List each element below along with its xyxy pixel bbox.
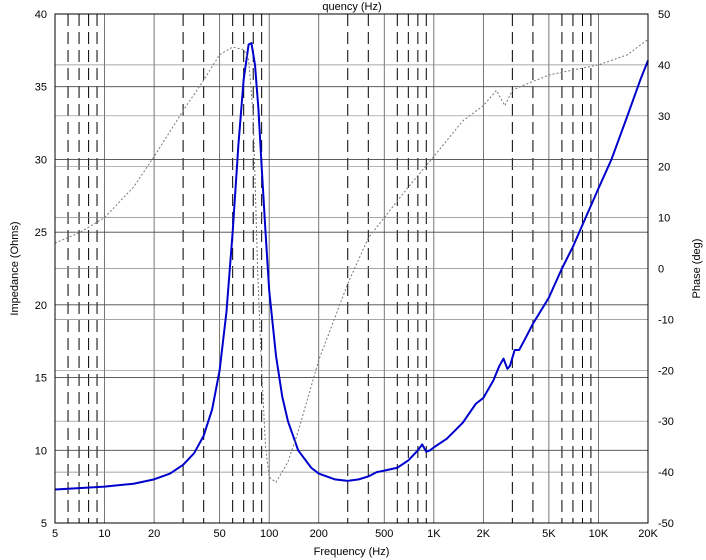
y2-tick-label: -10: [658, 314, 674, 326]
y2-tick-labels: -50 -40 -30 -20 -10 0 10 20 30 40 50: [658, 9, 674, 530]
y-axis-label: Impedance (Ohms): [9, 221, 21, 315]
y-tick-label: 5: [41, 518, 47, 530]
x-tick-label: 2K: [477, 528, 491, 540]
y-tick-labels: 5 10 15 20 25 30 35 40: [35, 9, 47, 530]
y-tick-label: 30: [35, 154, 47, 166]
y2-tick-label: 20: [658, 162, 670, 174]
plot-border: [54, 13, 649, 524]
y2-axis-label: Phase (deg): [691, 239, 703, 299]
y2-tick-label: 0: [658, 264, 664, 276]
y-tick-label: 40: [35, 9, 47, 21]
chart-title-fragment: quency (Hz): [322, 1, 381, 13]
y2-tick-label: -50: [658, 518, 674, 530]
x-tick-label: 50: [214, 528, 226, 540]
x-tick-label: 20K: [638, 528, 658, 540]
y2-tick-label: 10: [658, 213, 670, 225]
x-tick-label: 10: [98, 528, 110, 540]
y2-tick-label: 50: [658, 9, 670, 21]
x-tick-label: 1K: [427, 528, 441, 540]
y-tick-label: 10: [35, 445, 47, 457]
y2-tick-label: 30: [658, 111, 670, 123]
impedance-curve: [54, 42, 649, 491]
y2-tick-label: -20: [658, 365, 674, 377]
x-tick-label: 20: [148, 528, 160, 540]
y-tick-label: 20: [35, 300, 47, 312]
y2-tick-label: -40: [658, 467, 674, 479]
x-tick-label: 200: [310, 528, 328, 540]
y-tick-label: 15: [35, 373, 47, 385]
x-tick-label: 100: [260, 528, 278, 540]
y2-tick-label: 40: [658, 60, 670, 72]
x-tick-label: 10K: [589, 528, 609, 540]
x-tick-labels: 5 10 20 50 100 200 500 1K 2K 5K 10K 20K: [52, 528, 659, 540]
y2-tick-label: -30: [658, 416, 674, 428]
y-tick-label: 25: [35, 227, 47, 239]
data-curves: [54, 39, 649, 491]
y-tick-label: 35: [35, 82, 47, 94]
x-tick-label: 500: [375, 528, 393, 540]
x-tick-label: 5K: [542, 528, 556, 540]
x-tick-label: 5: [52, 528, 58, 540]
x-axis-label: Frequency (Hz): [314, 546, 390, 558]
